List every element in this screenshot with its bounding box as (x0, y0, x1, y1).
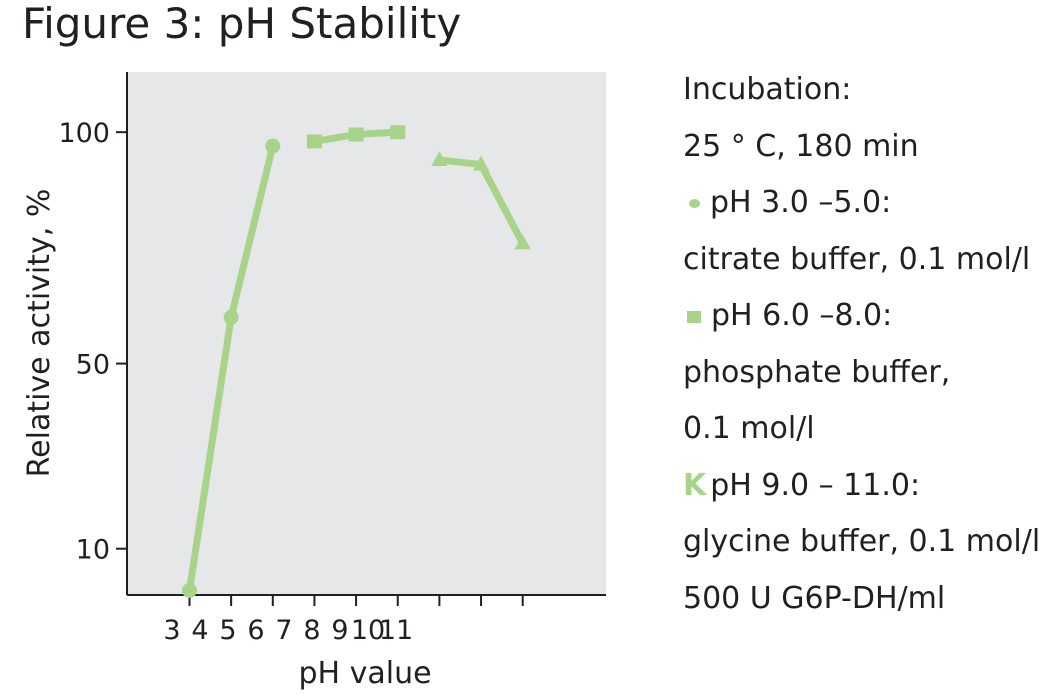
legend-series-1-label: pH 3.0 –5.0: (710, 185, 892, 220)
x-tick-label: 5 (219, 615, 236, 646)
y-axis-label: Relative activity, % (22, 189, 57, 478)
plot-background (127, 72, 606, 595)
chart-title: Figure 3: pH Stability (22, 0, 462, 48)
data-point-square (306, 134, 322, 149)
data-point-square (348, 127, 364, 142)
triangle-marker-icon: K (683, 467, 707, 503)
data-point-circle (181, 582, 197, 598)
x-tick-label: 7 (275, 615, 292, 646)
legend-series-3-desc: glycine buffer, 0.1 mol/l (683, 524, 1041, 559)
legend: Incubation: 25 ° C, 180 min pH 3.0 –5.0:… (683, 62, 1040, 627)
legend-series-2-desc-1: phosphate buffer, (683, 354, 951, 390)
x-tick-label: 8 (303, 615, 320, 646)
legend-conditions: 25 ° C, 180 min (683, 128, 919, 164)
axes (126, 72, 606, 596)
x-tick-label: 10 (351, 615, 385, 646)
data-point-triangle (431, 150, 448, 166)
circle-marker-icon (689, 199, 700, 208)
y-tick-label: 10 (76, 535, 110, 566)
legend-incubation: Incubation: (683, 72, 852, 107)
data-point-triangle (514, 234, 531, 250)
data-point-square (390, 125, 406, 140)
data-point-circle (265, 138, 281, 154)
square-marker-icon (687, 310, 701, 323)
x-tick-label: 6 (247, 615, 264, 646)
data-point-circle (223, 309, 239, 325)
legend-series-2-label: pH 6.0 –8.0: (711, 298, 893, 333)
x-tick-label: 11 (379, 615, 413, 646)
legend-series-3-label: pH 9.0 – 11.0: (710, 467, 921, 503)
y-tick-label: 50 (76, 350, 110, 381)
x-tick-label: 4 (191, 615, 208, 646)
legend-footer: 500 U G6P-DH/ml (683, 580, 946, 616)
legend-series-1-desc: citrate buffer, 0.1 mol/l (683, 241, 1031, 277)
y-tick-label: 100 (58, 118, 110, 149)
legend-series-1: pH 3.0 –5.0: (683, 175, 1040, 232)
x-tick-label: 9 (331, 615, 348, 646)
data-point-triangle (473, 155, 490, 171)
series-markers (181, 125, 531, 598)
x-tick-label: 3 (163, 615, 180, 646)
y-ticks: 10 50 100 (58, 118, 127, 566)
x-axis-label: pH value (298, 656, 431, 691)
legend-series-2: pH 6.0 –8.0: (683, 288, 1040, 345)
legend-series-2-desc-2: 0.1 mol/l (683, 411, 815, 446)
